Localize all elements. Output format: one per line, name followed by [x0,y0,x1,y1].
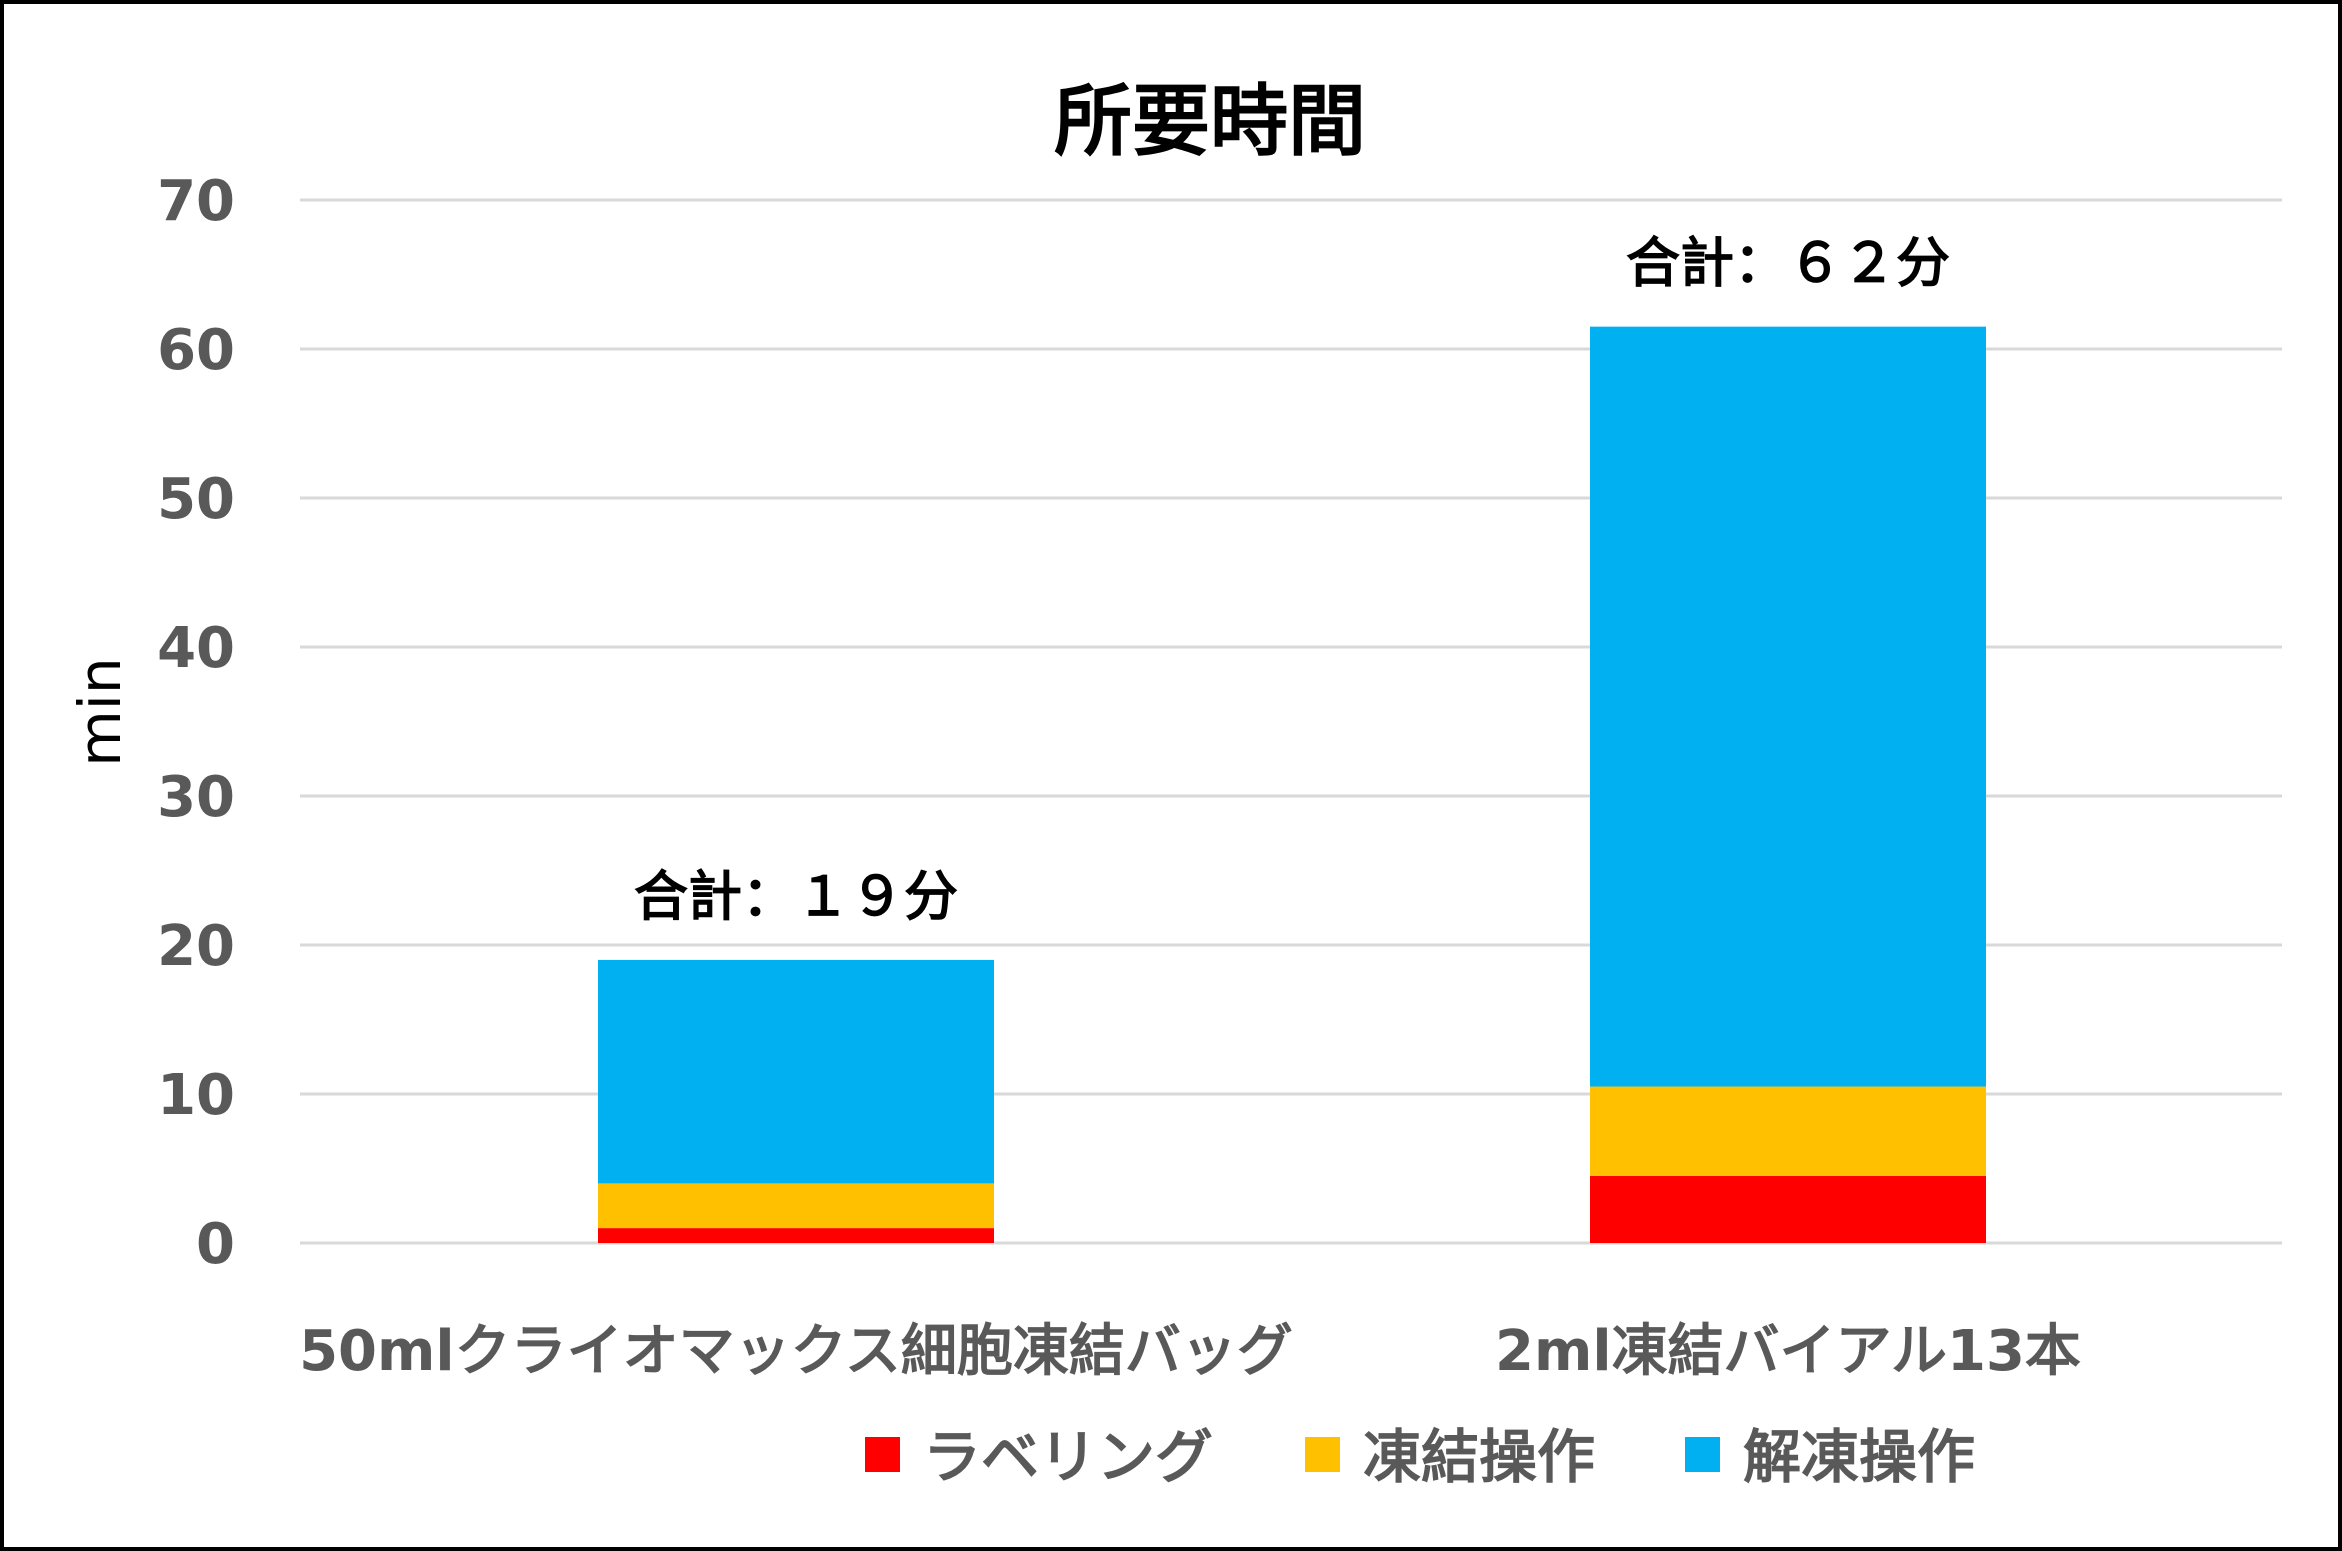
y-tick-label: 60 [157,318,235,383]
bar-segment [598,1228,994,1243]
category-label: 50mlクライオマックス細胞凍結バッグ [299,1319,1293,1384]
category-label: 2ml凍結バイアル13本 [1495,1319,2081,1384]
bar-segment [598,959,994,1184]
category-labels: 50mlクライオマックス細胞凍結バッグ 2ml凍結バイアル13本 [299,1319,2081,1384]
total-label: 合計：６２分 [1626,232,1950,295]
y-tick-label: 20 [157,914,235,979]
chart-title: 所要時間 [1054,77,1366,167]
legend-label: ラベリング [923,1423,1213,1491]
y-tick-label: 50 [157,467,235,532]
bar-segment [1590,1086,1986,1176]
y-axis-label: min [66,657,134,766]
bar-segment [598,1183,994,1229]
bar-segment [1590,1175,1986,1243]
legend-swatch [1305,1437,1340,1472]
legend: ラベリング 凍結操作 解凍操作 [865,1423,1975,1491]
y-tick-label: 10 [157,1063,235,1128]
y-axis-ticks: 0 10 20 30 40 50 60 70 [157,169,235,1277]
total-label: 合計：１９分 [634,865,958,928]
y-tick-label: 0 [196,1212,235,1277]
legend-swatch [865,1437,900,1472]
total-labels: 合計：１９分 合計：６２分 [634,232,1950,928]
y-tick-label: 30 [157,765,235,830]
bars [598,326,1986,1243]
y-tick-label: 40 [157,616,235,681]
legend-label: 解凍操作 [1743,1423,1975,1491]
legend-label: 凍結操作 [1363,1423,1595,1491]
legend-swatch [1685,1437,1720,1472]
bar-segment [1590,326,1986,1087]
y-tick-label: 70 [157,169,235,234]
